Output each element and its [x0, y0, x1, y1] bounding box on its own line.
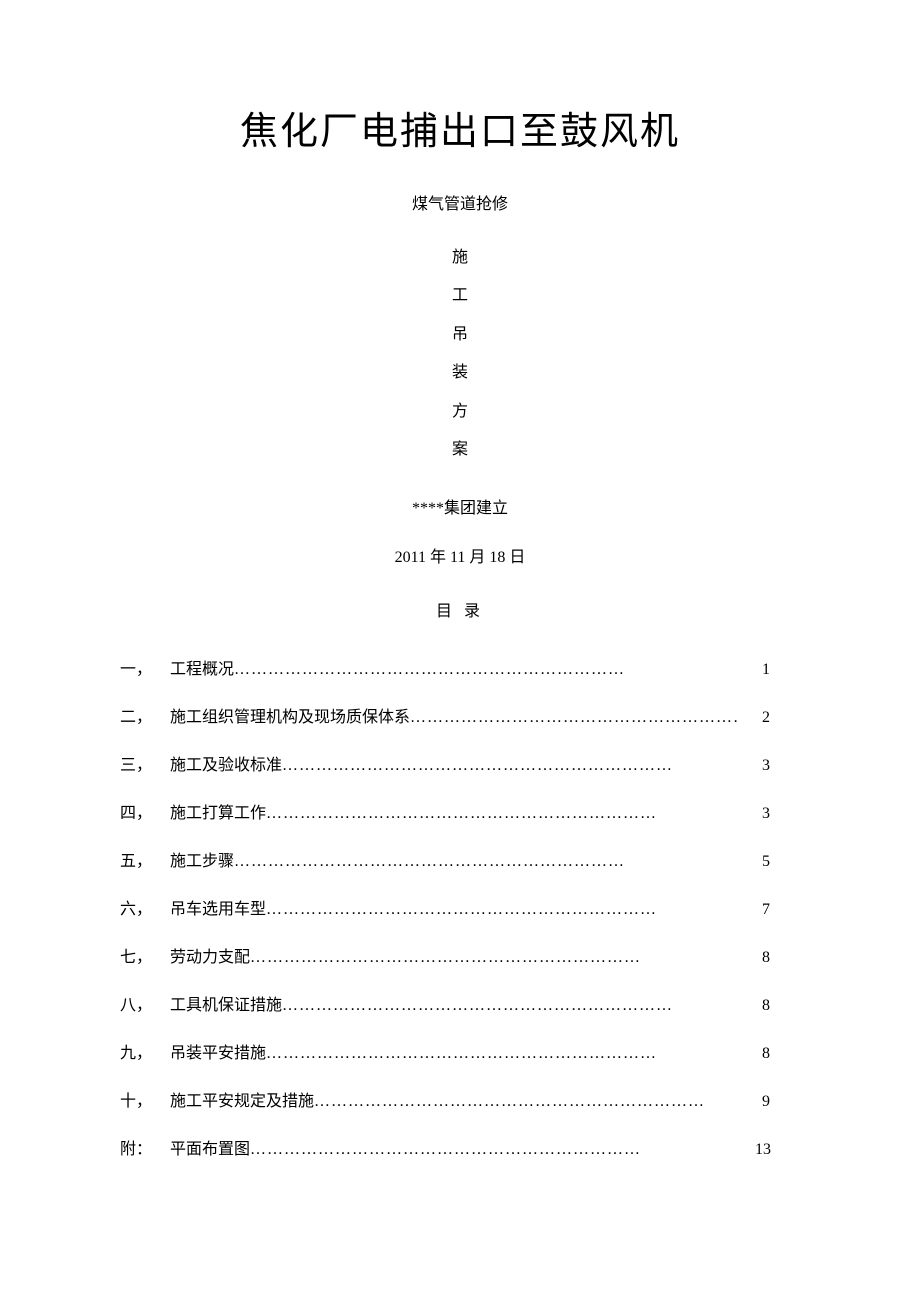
toc-dots: ……………………………………………………………	[250, 934, 740, 982]
toc-dots: ……………………………………………………………	[266, 886, 740, 934]
toc-item: 十， 施工平安规定及措施 …………………………………………………………… 9	[120, 1078, 770, 1126]
vertical-char: 案	[120, 431, 800, 469]
toc-label: 工具机保证措施	[170, 982, 282, 1030]
toc-page: 3	[740, 742, 770, 790]
toc-label: 施工打算工作	[170, 790, 266, 838]
toc-dots: ……………………………………………………………	[234, 646, 740, 694]
toc-label: 工程概况	[170, 646, 234, 694]
toc-num: 九，	[120, 1030, 170, 1078]
toc-page: 8	[740, 982, 770, 1030]
vertical-text-block: 施 工 吊 装 方 案	[120, 239, 800, 469]
toc-label: 施工及验收标准	[170, 742, 282, 790]
date: 2011 年 11 月 18 日	[120, 543, 800, 567]
toc-num: 八，	[120, 982, 170, 1030]
toc-title: 目 录	[120, 597, 800, 621]
toc-num: 七，	[120, 934, 170, 982]
toc-page: 9	[740, 1078, 770, 1126]
vertical-char: 吊	[120, 316, 800, 354]
vertical-char: 装	[120, 354, 800, 392]
toc-page: 5	[740, 838, 770, 886]
toc-item: 七， 劳动力支配 …………………………………………………………… 8	[120, 934, 770, 982]
toc-dots: ……………………………………………………………	[234, 838, 740, 886]
toc-item: 八， 工具机保证措施 …………………………………………………………… 8	[120, 982, 770, 1030]
toc-page: 1	[740, 646, 770, 694]
toc-item: 附： 平面布置图 …………………………………………………………… 13	[120, 1126, 770, 1174]
toc-dots: ……………………………………………………………	[266, 790, 740, 838]
organization: ****集团建立	[120, 494, 800, 518]
toc-num: 四，	[120, 790, 170, 838]
toc-dots: ……………………………………………………………	[282, 742, 740, 790]
toc-page: 3	[740, 790, 770, 838]
toc-dots: ……………………………………………………………	[250, 1126, 740, 1174]
toc-item: 四， 施工打算工作 …………………………………………………………… 3	[120, 790, 770, 838]
toc-dots: ……………………………………………………………	[266, 1030, 740, 1078]
toc-label: 劳动力支配	[170, 934, 250, 982]
toc-num: 一，	[120, 646, 170, 694]
vertical-char: 工	[120, 277, 800, 315]
toc-label: 施工组织管理机构及现场质保体系	[170, 694, 410, 742]
toc-page: 2	[740, 694, 770, 742]
toc-num: 十，	[120, 1078, 170, 1126]
toc-label: 施工步骤	[170, 838, 234, 886]
toc-item: 一， 工程概况 …………………………………………………………… 1	[120, 646, 770, 694]
toc-dots: ……………………………………………………………	[314, 1078, 740, 1126]
toc-num: 六，	[120, 886, 170, 934]
toc-page: 7	[740, 886, 770, 934]
vertical-char: 方	[120, 393, 800, 431]
toc-item: 五， 施工步骤 …………………………………………………………… 5	[120, 838, 770, 886]
toc-page: 13	[740, 1126, 770, 1174]
toc-dots: ……………………………………………………………	[410, 694, 740, 742]
toc-label: 吊装平安措施	[170, 1030, 266, 1078]
toc-page: 8	[740, 934, 770, 982]
toc-page: 8	[740, 1030, 770, 1078]
toc-item: 二， 施工组织管理机构及现场质保体系 …………………………………………………………	[120, 694, 770, 742]
toc-item: 六， 吊车选用车型 …………………………………………………………… 7	[120, 886, 770, 934]
toc-num: 二，	[120, 694, 170, 742]
vertical-char: 施	[120, 239, 800, 277]
toc-label: 平面布置图	[170, 1126, 250, 1174]
toc-label: 施工平安规定及措施	[170, 1078, 314, 1126]
toc-item: 九， 吊装平安措施 …………………………………………………………… 8	[120, 1030, 770, 1078]
toc-label: 吊车选用车型	[170, 886, 266, 934]
toc-item: 三， 施工及验收标准 …………………………………………………………… 3	[120, 742, 770, 790]
toc-num: 附：	[120, 1126, 170, 1174]
toc-num: 五，	[120, 838, 170, 886]
toc-num: 三，	[120, 742, 170, 790]
subtitle: 煤气管道抢修	[120, 190, 800, 214]
toc-list: 一， 工程概况 …………………………………………………………… 1 二， 施工组…	[120, 646, 800, 1174]
toc-dots: ……………………………………………………………	[282, 982, 740, 1030]
main-title: 焦化厂电捕出口至鼓风机	[120, 100, 800, 155]
